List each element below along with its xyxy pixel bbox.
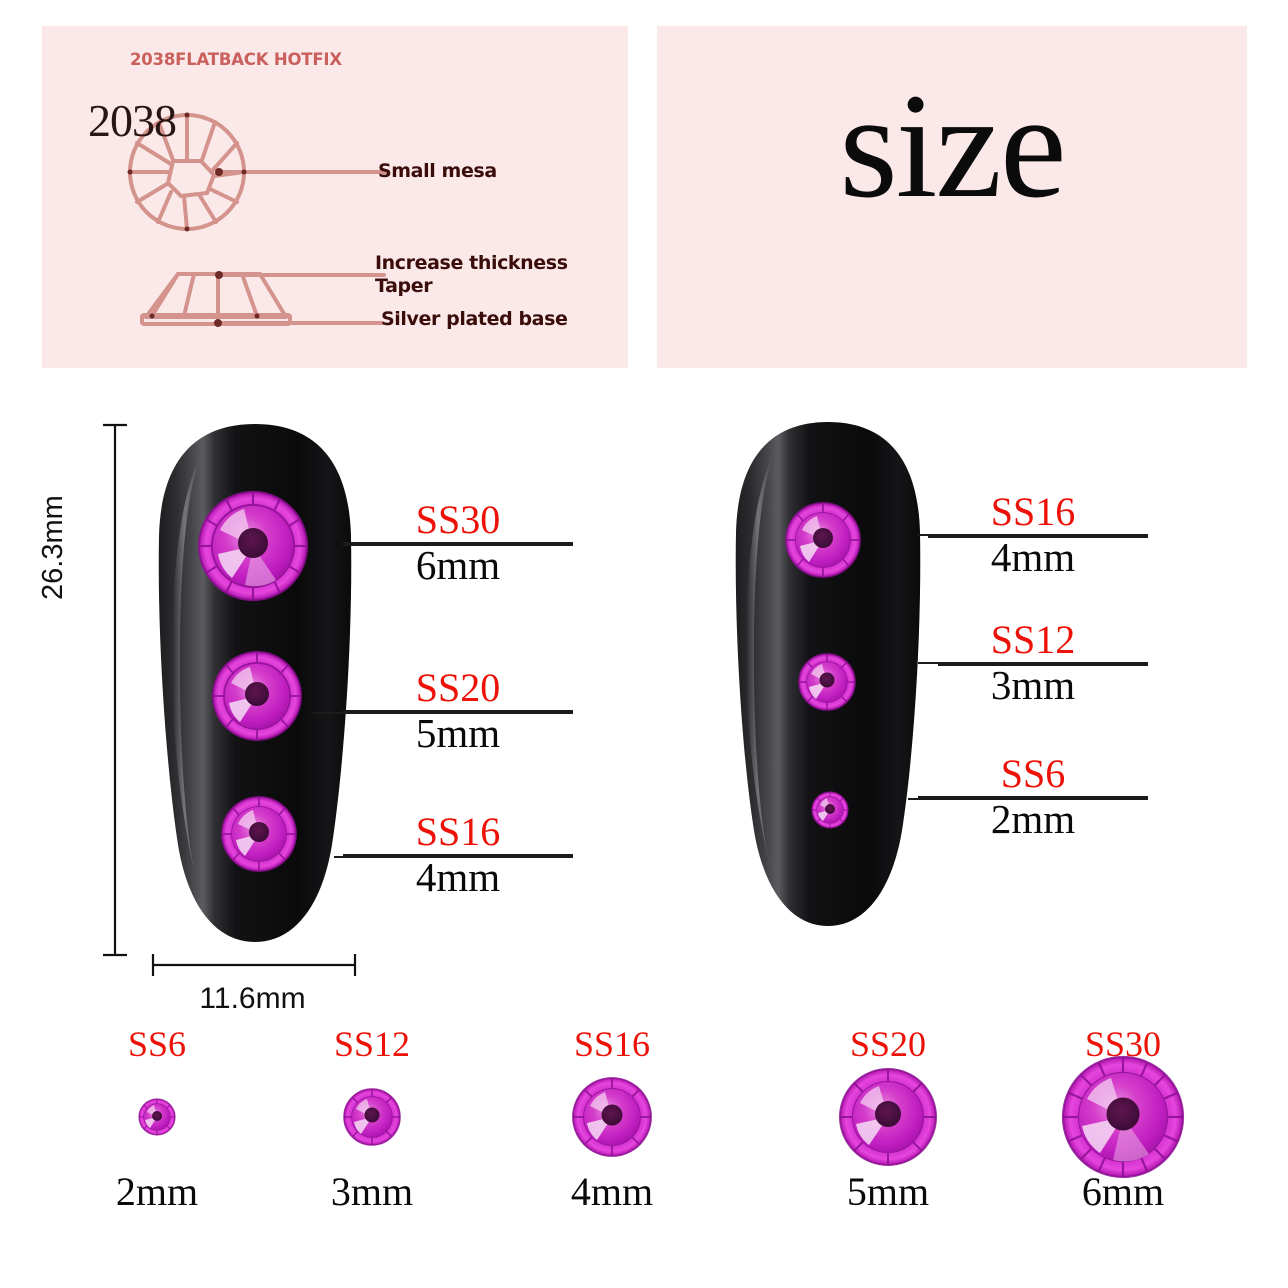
callout-mm-value: 3mm: [990, 662, 1076, 708]
nail-highlight: [171, 458, 200, 888]
leader-line-ss20-left: [313, 712, 573, 714]
swatch-mm-value: 3mm: [330, 1169, 414, 1214]
swatch-ss-code: SS12: [333, 1024, 411, 1064]
panel-title: 2038FLATBACK HOTFIX: [130, 50, 342, 69]
swatch-ss-code: SS20: [849, 1024, 927, 1064]
annotation-small-mesa: Small mesa: [378, 160, 497, 182]
callout-mm-value: 5mm: [415, 710, 501, 756]
stone-ss6: [811, 791, 849, 829]
callout-ss12-right: SS12 3mm: [918, 620, 1148, 707]
callout-ss-code: SS16: [415, 809, 501, 854]
swatch-mm-value: 6mm: [1081, 1169, 1165, 1214]
gem-icon: [343, 1088, 401, 1146]
callout-mm-value: 4mm: [990, 534, 1076, 580]
annotation-increase-thickness: Increase thickness: [375, 252, 568, 274]
swatch-gem-wrap: [272, 1062, 472, 1172]
stone-ss20: [212, 651, 302, 741]
swatch-ss16: SS16 4mm: [512, 1026, 712, 1212]
nail-with-small-stones: [735, 422, 921, 926]
callout-rule: [343, 854, 573, 856]
swatch-ss6: SS6 2mm: [57, 1026, 257, 1212]
stone-ss30: [197, 490, 309, 602]
swatch-ss-code: SS6: [127, 1024, 187, 1064]
leader-line-ss30-left: [343, 544, 573, 546]
swatch-gem-wrap: [512, 1062, 712, 1172]
gem-icon: [138, 1098, 176, 1136]
callout-ss-code: SS16: [990, 489, 1076, 534]
swatch-gem-wrap: [57, 1062, 257, 1172]
gem-icon: [572, 1077, 652, 1157]
leader-line-ss16-left: [334, 856, 573, 858]
callout-ss16-right: SS16 4mm: [918, 492, 1148, 579]
nail-with-large-stones: [158, 424, 352, 942]
swatch-ss12: SS12 3mm: [272, 1026, 472, 1212]
callout-mm-value: 6mm: [415, 542, 501, 588]
callout-ss-code: SS30: [415, 497, 501, 542]
size-heading: size: [839, 63, 1066, 229]
flatback-construction-drawing: [127, 112, 389, 327]
callout-ss-code: SS6: [1000, 751, 1066, 796]
swatch-ss-code: SS16: [573, 1024, 651, 1064]
leader-line-ss6-right: [908, 798, 1148, 800]
callout-ss16-left: SS16 4mm: [343, 812, 573, 899]
callout-rule: [918, 534, 1148, 536]
swatch-gem-wrap: [1023, 1055, 1223, 1179]
product-code: 2038: [88, 95, 177, 146]
callout-ss30-left: SS30 6mm: [343, 500, 573, 587]
leader-line-ss16-right: [928, 536, 1148, 538]
callout-rule: [918, 796, 1148, 798]
width-dimension-line: [151, 954, 357, 976]
size-heading-panel: [657, 26, 1247, 368]
callout-mm-value: 2mm: [990, 796, 1076, 842]
callout-ss6-right: SS6 2mm: [918, 754, 1148, 841]
callout-ss-code: SS12: [990, 617, 1076, 662]
product-diagram-panel: [42, 26, 628, 368]
height-dimension-label: 26.3mm: [37, 495, 69, 600]
nail-highlight: [745, 456, 773, 874]
gem-icon: [1061, 1055, 1185, 1179]
swatch-mm-value: 2mm: [115, 1169, 199, 1214]
callout-rule: [343, 710, 573, 712]
stone-ss16: [221, 796, 297, 872]
stone-ss16: [785, 502, 861, 578]
callout-ss-code: SS20: [415, 665, 501, 710]
swatch-ss30: SS30: [1023, 1026, 1223, 1212]
annotation-silver-plated-base: Silver plated base: [381, 308, 568, 330]
swatch-gem-wrap: [788, 1062, 988, 1172]
width-dimension-label: 11.6mm: [199, 982, 306, 1015]
annotation-taper: Taper: [375, 275, 433, 297]
callout-rule: [918, 662, 1148, 664]
gem-icon: [839, 1068, 937, 1166]
swatch-mm-value: 4mm: [570, 1169, 654, 1214]
swatch-ss20: SS20 5mm: [788, 1026, 988, 1212]
callout-rule: [343, 542, 573, 544]
swatch-mm-value: 5mm: [846, 1169, 930, 1214]
stone-ss12: [798, 653, 856, 711]
height-dimension-line: [103, 423, 127, 957]
callout-ss20-left: SS20 5mm: [343, 668, 573, 755]
callout-mm-value: 4mm: [415, 854, 501, 900]
leader-line-ss12-right: [938, 664, 1148, 666]
